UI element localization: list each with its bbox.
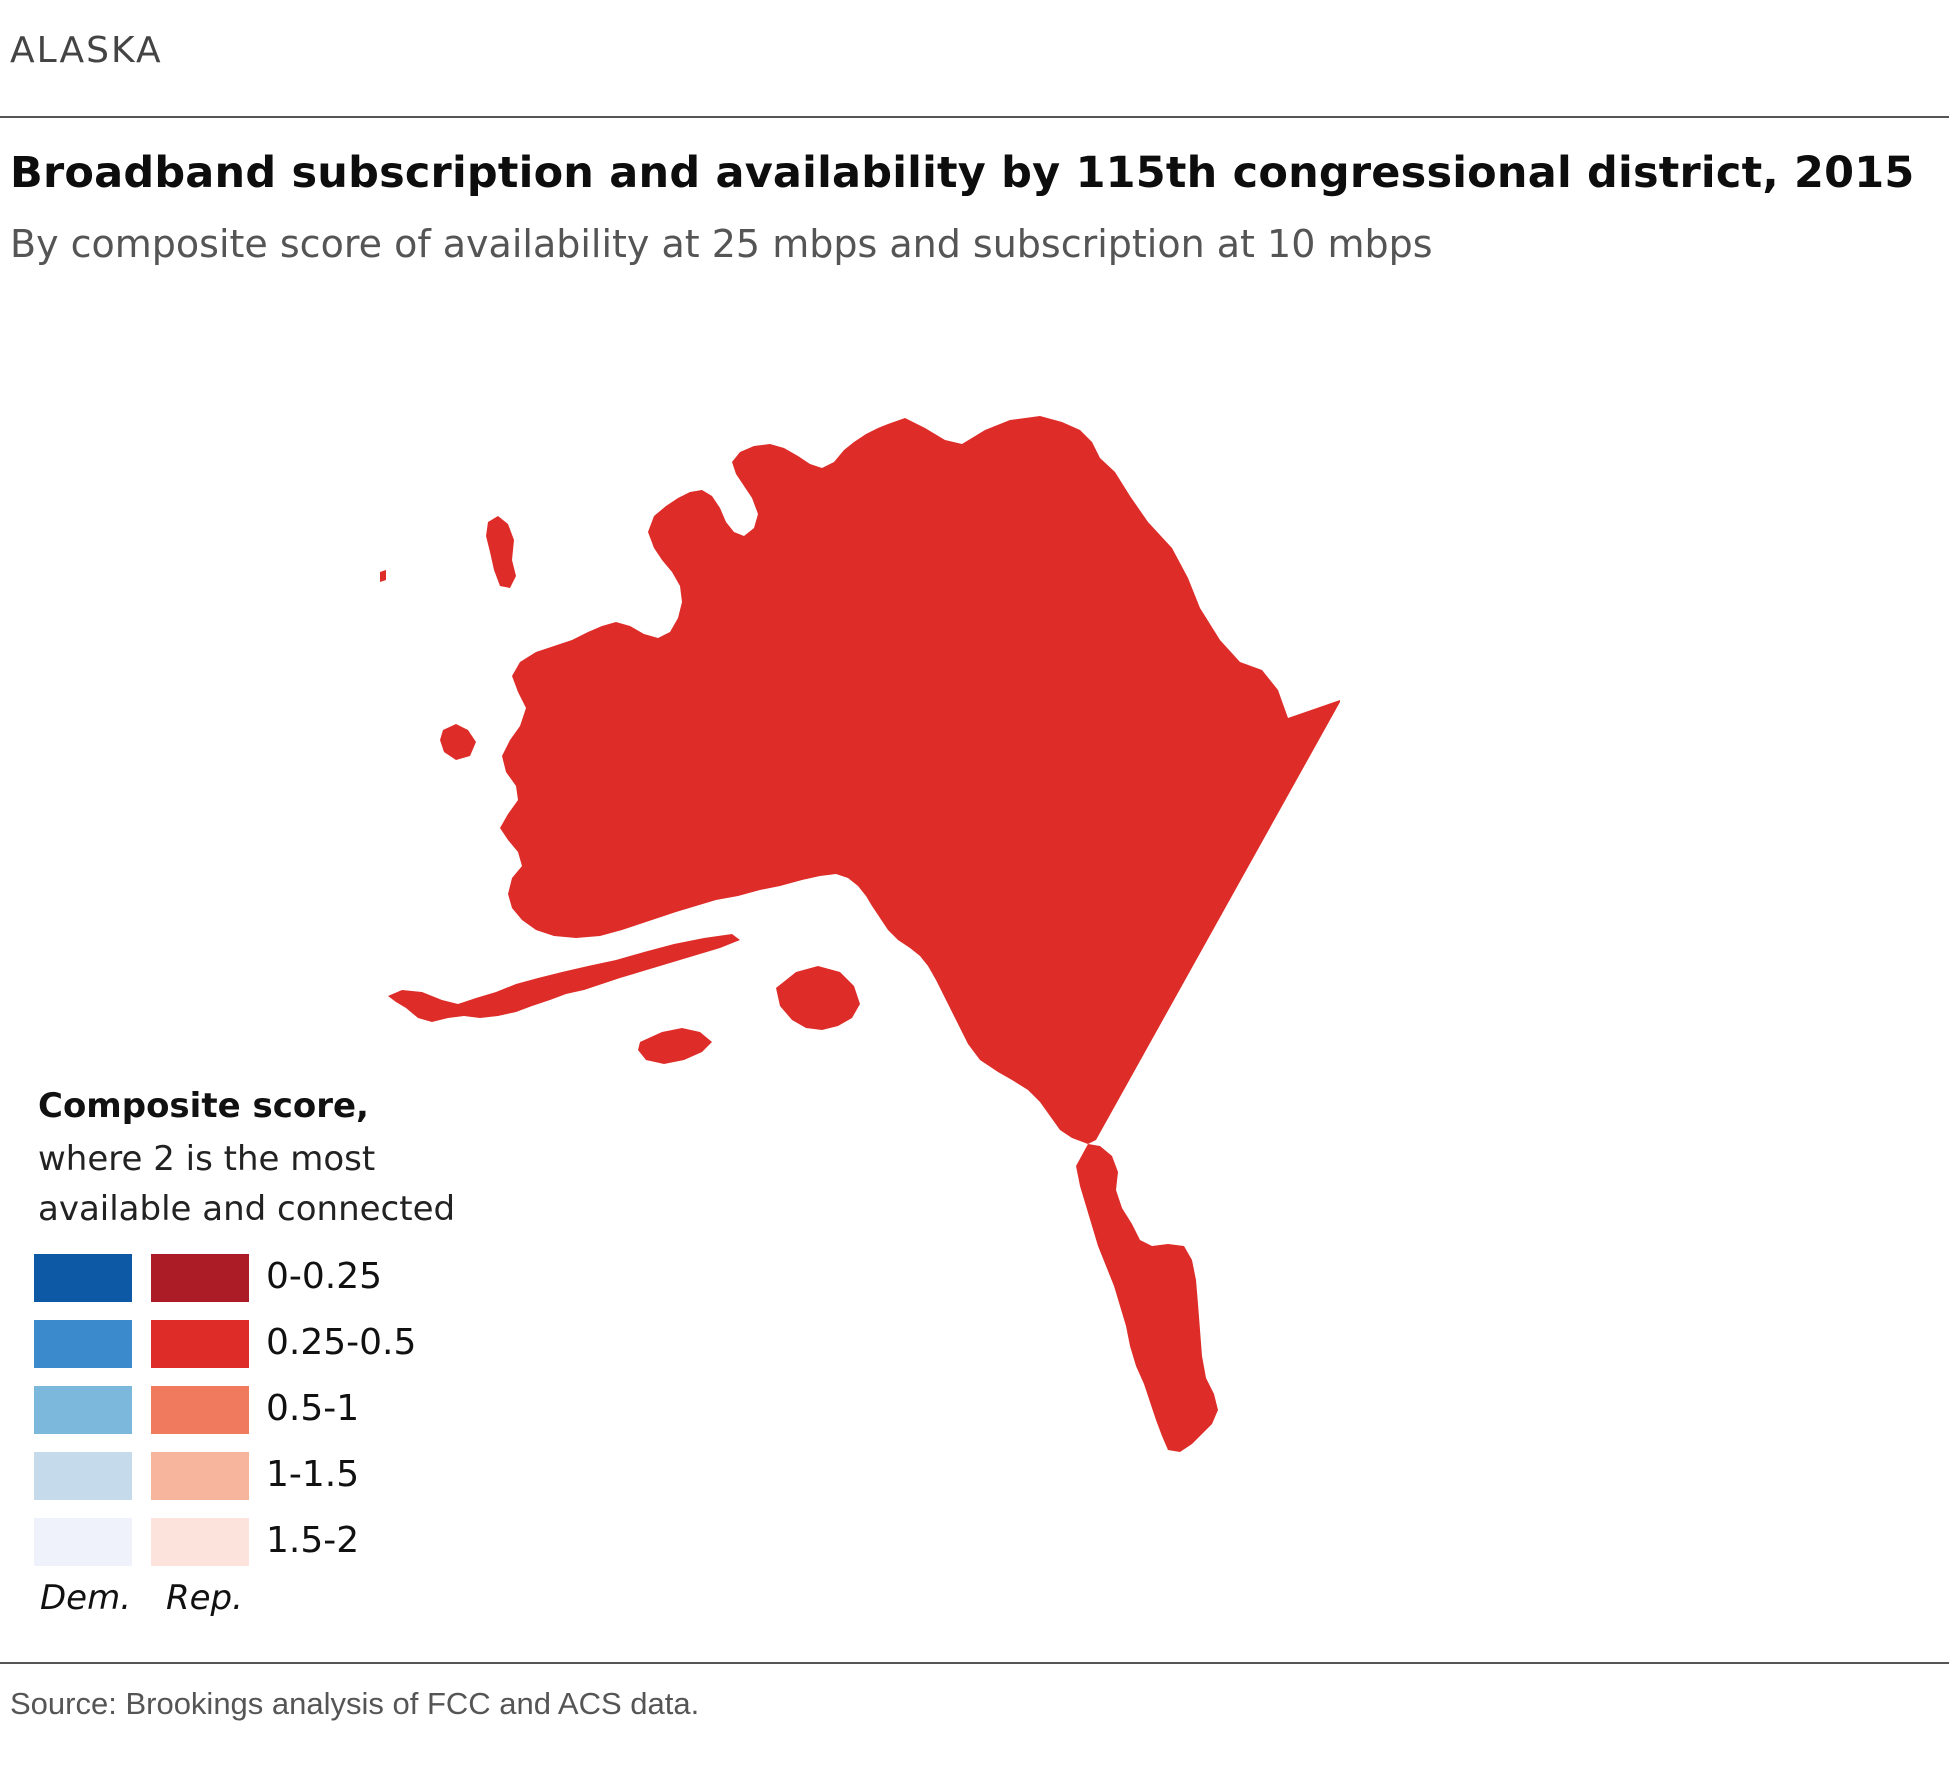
st-lawrence-island xyxy=(486,516,516,588)
legend-rep-label: Rep. xyxy=(166,1578,243,1618)
legend-range-label-3: 1-1.5 xyxy=(266,1454,360,1495)
chart-subtitle: By composite score of availability at 25… xyxy=(10,222,1433,266)
legend-swatch-rep-0 xyxy=(151,1254,249,1302)
alaska-district xyxy=(380,416,1340,1452)
state-label: ALASKA xyxy=(10,30,163,71)
legend-title: Composite score, xyxy=(38,1086,369,1126)
aleutian-islet xyxy=(380,570,386,582)
legend-swatch-rep-2 xyxy=(151,1386,249,1434)
legend-range-label-2: 0.5-1 xyxy=(266,1388,360,1429)
nunivak-island xyxy=(440,724,476,760)
legend-range-label-4: 1.5-2 xyxy=(266,1520,360,1561)
bottom-divider xyxy=(0,1662,1949,1664)
legend-swatch-dem-4 xyxy=(34,1518,132,1566)
legend-range-label-1: 0.25-0.5 xyxy=(266,1322,417,1363)
source-note: Source: Brookings analysis of FCC and AC… xyxy=(10,1686,700,1721)
top-divider xyxy=(0,116,1949,118)
legend-swatch-rep-4 xyxy=(151,1518,249,1566)
alaska-peninsula xyxy=(388,934,740,1022)
alaska-map xyxy=(380,416,1340,1452)
alaska-mainland xyxy=(500,416,1340,1144)
legend-swatch-rep-3 xyxy=(151,1452,249,1500)
legend-swatch-rep-1 xyxy=(151,1320,249,1368)
legend-range-label-0: 0-0.25 xyxy=(266,1256,383,1297)
legend-dem-label: Dem. xyxy=(40,1578,132,1618)
alaska-panhandle xyxy=(1076,1144,1218,1452)
legend-swatch-dem-0 xyxy=(34,1254,132,1302)
kodiak-island xyxy=(638,1028,712,1064)
legend-description: where 2 is the most available and connec… xyxy=(38,1139,456,1229)
legend-swatch-dem-3 xyxy=(34,1452,132,1500)
kenai-peninsula xyxy=(776,966,860,1030)
legend-swatch-dem-2 xyxy=(34,1386,132,1434)
chart-title: Broadband subscription and availability … xyxy=(10,148,1915,198)
legend-swatch-dem-1 xyxy=(34,1320,132,1368)
